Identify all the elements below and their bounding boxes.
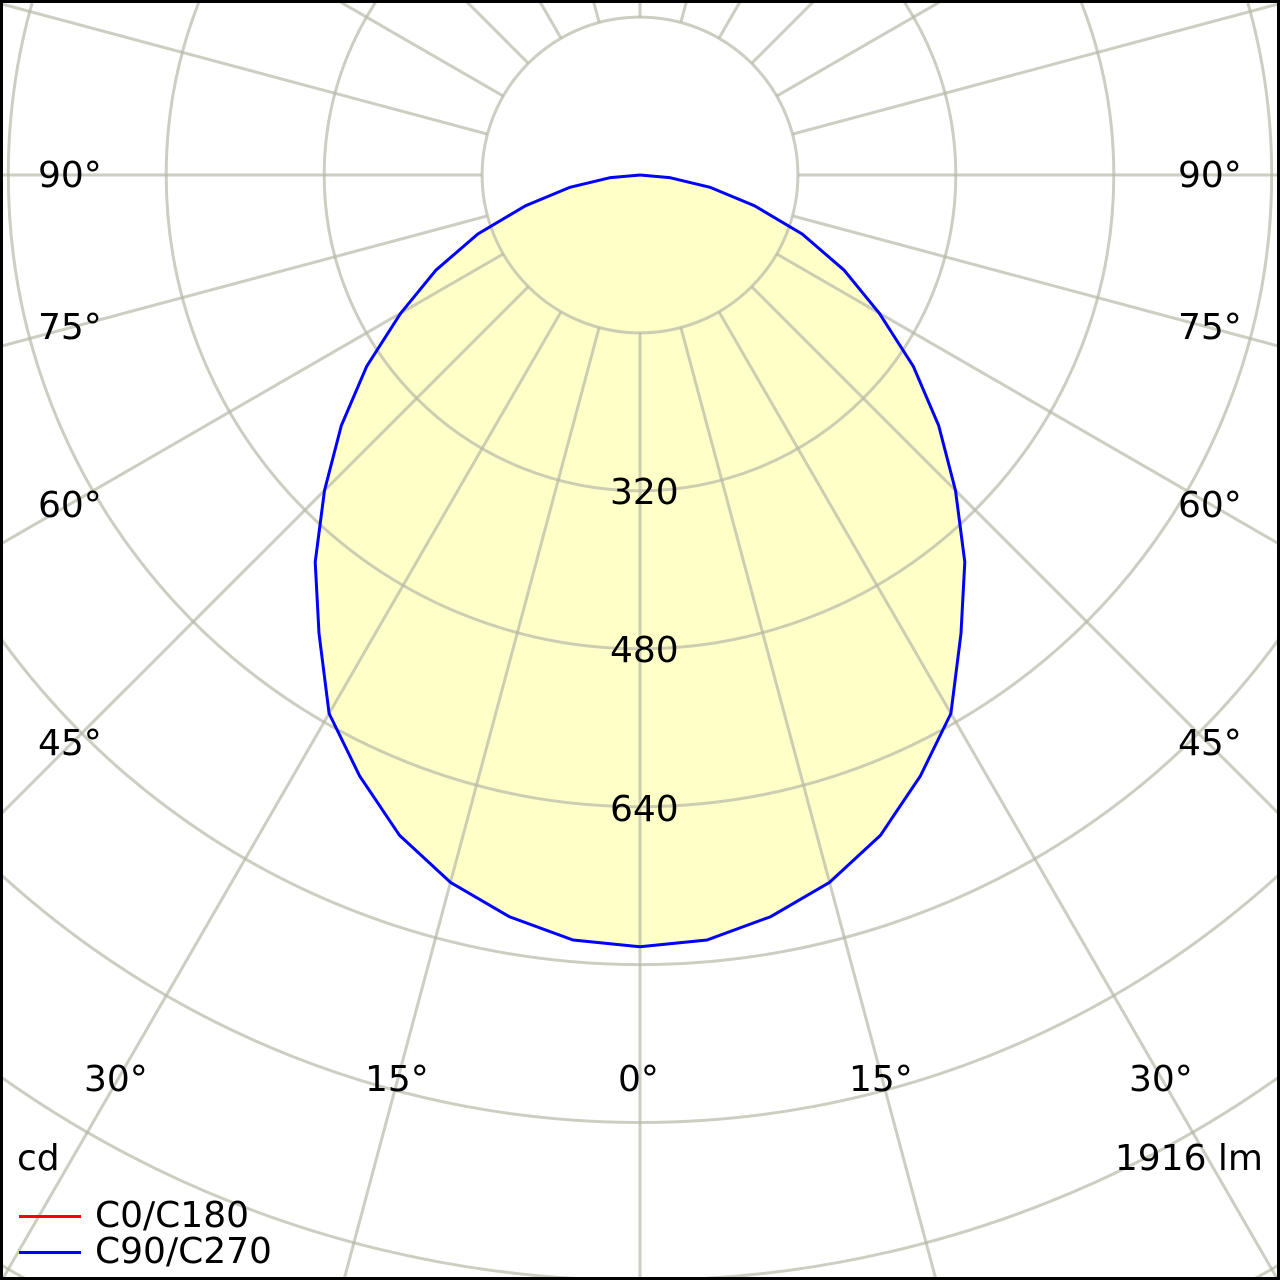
angle-label-right: 60° — [1178, 485, 1242, 526]
legend-label: C90/C270 — [95, 1231, 272, 1272]
angle-label-bottom: 15° — [849, 1059, 913, 1100]
angle-label-left: 90° — [38, 155, 102, 196]
angle-label-left: 45° — [38, 723, 102, 764]
legend-swatch-blue — [19, 1250, 81, 1254]
angle-label-right: 90° — [1178, 155, 1242, 196]
flux-label: 1916 lm — [1114, 1138, 1263, 1179]
legend-item-c90-c270: C90/C270 — [19, 1234, 272, 1270]
angle-label-right: 75° — [1178, 307, 1242, 348]
angle-label-bottom: 30° — [84, 1059, 148, 1100]
ring-label: 480 — [610, 630, 679, 671]
legend-swatch-red — [19, 1214, 81, 1218]
ring-label: 640 — [610, 789, 679, 830]
polar-plot — [3, 3, 1277, 1277]
legend-item-c0-c180: C0/C180 — [19, 1198, 249, 1234]
polar-grid — [3, 3, 1277, 1277]
angle-label-bottom: 30° — [1129, 1059, 1193, 1100]
angle-label-right: 45° — [1178, 723, 1242, 764]
legend-label: C0/C180 — [95, 1195, 250, 1236]
unit-label: cd — [17, 1138, 60, 1179]
ring-label: 320 — [610, 472, 679, 513]
curve-c90-c270 — [313, 173, 967, 949]
angle-label-left: 60° — [38, 485, 102, 526]
angle-label-bottom: 0° — [618, 1059, 659, 1100]
angle-label-bottom: 15° — [365, 1059, 429, 1100]
angle-label-left: 75° — [38, 307, 102, 348]
